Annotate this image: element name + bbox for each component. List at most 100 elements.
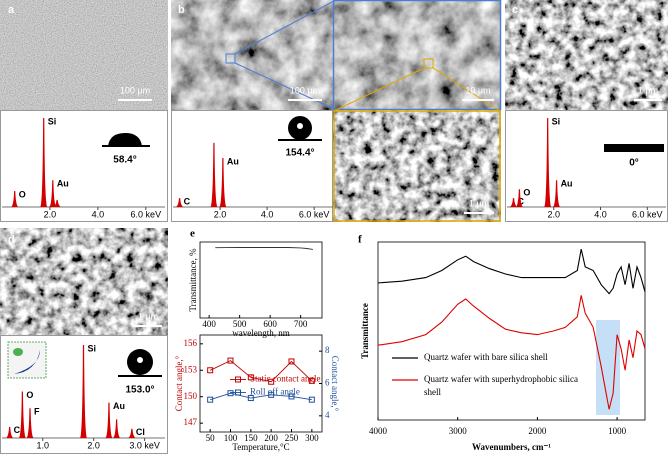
x-axis-label: Wavenumbers, cm⁻¹ (472, 442, 551, 452)
peak-label: Si (552, 116, 561, 126)
peak-label: Au (113, 401, 125, 411)
x-tick-label: 6.0 keV (299, 209, 330, 219)
x-tick-label: 2.0 (214, 209, 227, 219)
peak (544, 118, 552, 207)
series-line (210, 360, 313, 383)
x-tick-label: 3000 (449, 426, 468, 436)
peak (40, 118, 48, 207)
zoom-line (333, 67, 425, 112)
x-axis-label: Temperature,°C (232, 442, 289, 452)
zoom-box (423, 58, 434, 69)
x-tick-label: 300 (305, 433, 319, 443)
y2-tick-label: 4 (325, 410, 330, 420)
droplet-highlight (137, 357, 143, 363)
peak-label: C (518, 196, 525, 206)
marker (247, 374, 254, 381)
marker (268, 378, 275, 385)
peak-label: Au (227, 156, 239, 166)
panel-frame (171, 110, 333, 222)
x-tick-label: 50 (206, 433, 216, 443)
peak (510, 198, 518, 207)
peak (80, 345, 87, 438)
legend-label: Static contact angle (250, 374, 320, 384)
zoom-frame (333, 110, 501, 222)
peak (553, 180, 561, 207)
peak-label: Cl (136, 427, 145, 437)
panel-frame (0, 110, 168, 222)
panel-label: b (178, 4, 185, 16)
peak (219, 158, 227, 207)
peak (6, 426, 14, 438)
peak (210, 142, 218, 207)
series-line (377, 248, 646, 295)
droplet-highlight (297, 123, 303, 129)
x-tick-label: 4.0 (594, 209, 607, 219)
y2-axis-label: Contact angle,° (330, 356, 340, 412)
y-tick-label: 156 (184, 338, 198, 348)
y2-tick-label: 8 (325, 345, 330, 355)
contact-angle: 154.4° (285, 148, 314, 159)
x-tick-label: 4.0 (92, 209, 105, 219)
peak (176, 198, 184, 207)
legend-label: Roll off angle (250, 387, 300, 397)
sem-image (333, 0, 501, 110)
contact-angle: 153.0° (125, 385, 154, 396)
droplet (604, 144, 664, 152)
x-axis-label: wavelength, nm (232, 328, 290, 338)
marker (308, 396, 315, 403)
peak-label: Au (561, 179, 573, 189)
sem-image (505, 0, 668, 110)
contact-angle: 58.4° (113, 155, 136, 166)
zoom-line (234, 0, 335, 55)
x-tick-label: 600 (263, 319, 277, 329)
peak-label: Si (88, 343, 97, 353)
zoom-line (432, 67, 501, 112)
y-axis-label: Transmittance, % (188, 248, 198, 312)
x-tick-label: 1000 (608, 426, 627, 436)
sem-image (0, 0, 168, 110)
panel-label: f (358, 234, 362, 246)
panel-label: a (8, 4, 15, 16)
x-tick-label: 2.0 (44, 209, 57, 219)
scale-label: 1 µm (469, 198, 489, 208)
plot-frame (199, 241, 323, 319)
peak (515, 189, 523, 207)
x-tick-label: 4.0 (261, 209, 274, 219)
highlight (596, 320, 620, 415)
series-line (215, 247, 313, 250)
legend-marker (235, 376, 241, 383)
y-tick-label: 153 (184, 364, 198, 374)
scale-label: 100 µm (120, 85, 150, 95)
x-tick-label: 250 (285, 433, 299, 443)
scale-label: 1 µm (638, 85, 658, 95)
x-tick-label: 500 (233, 319, 247, 329)
legend-marker (235, 389, 241, 396)
y-axis-label: Transmittance (360, 303, 370, 359)
peak-label: Au (57, 179, 69, 189)
x-tick-label: 1.0 (36, 440, 49, 450)
zoom-frame (332, 0, 502, 111)
marker (268, 391, 275, 398)
peak (18, 391, 26, 438)
peak (128, 428, 136, 438)
x-tick-label: 700 (294, 319, 308, 329)
contact-angle: 0° (629, 158, 639, 169)
peak-label: O (26, 390, 33, 400)
panel-frame (505, 110, 668, 222)
droplet (108, 133, 142, 146)
marker (308, 377, 315, 384)
x-tick-label: 150 (244, 433, 258, 443)
y-tick-label: 147 (184, 417, 198, 427)
peak-label: C (184, 196, 191, 206)
x-tick-label: 400 (202, 319, 216, 329)
peak (105, 402, 113, 438)
marker (207, 396, 214, 403)
inset-drop (13, 348, 23, 356)
x-tick-label: 6.0 keV (632, 209, 663, 219)
sem-image (333, 110, 501, 222)
x-tick-label: 100 (224, 433, 238, 443)
x-tick-label: 2000 (528, 426, 547, 436)
peak (26, 408, 34, 438)
y-tick-label: 150 (184, 391, 198, 401)
